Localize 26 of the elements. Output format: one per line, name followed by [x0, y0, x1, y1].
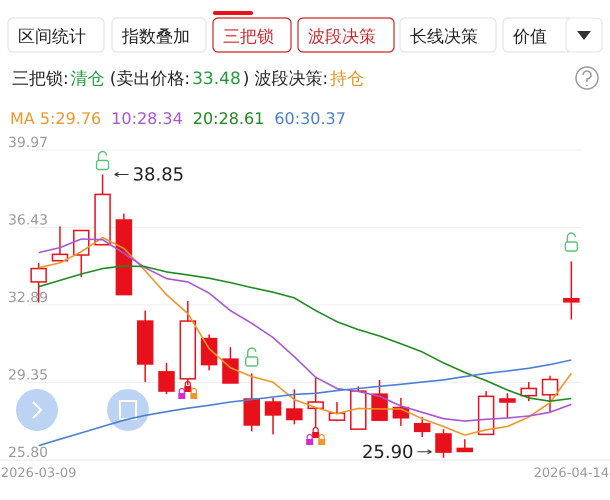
text: 33.48: [192, 69, 241, 89]
annotation: 38.85: [132, 164, 184, 186]
text: 指数叠加: [121, 27, 190, 47]
y-tick-label: 25.80: [8, 445, 48, 461]
text: 波段决策:: [254, 69, 328, 89]
text: 长线决策: [410, 27, 478, 47]
text: 20:28.61: [192, 109, 264, 128]
y-tick-label: 29.35: [8, 367, 48, 384]
text: 区间统计: [18, 27, 86, 47]
text: (卖出价格:: [110, 69, 190, 89]
text: 三把锁:: [12, 69, 69, 89]
text: 价值: [512, 27, 547, 47]
annotation: 25.90: [362, 442, 414, 463]
y-tick-label: 36.43: [8, 212, 48, 228]
text: 5:29.76: [40, 109, 102, 128]
x-tick-label: 2026-04-14: [534, 466, 610, 481]
text: ): [242, 69, 250, 89]
text: 60:30.37: [274, 109, 346, 128]
text: 持仓: [330, 69, 364, 89]
y-tick-label: 39.97: [8, 135, 48, 151]
legend-title: MA: [10, 109, 40, 128]
x-tick-label: 2026-03-09: [0, 466, 76, 481]
text: 10:28.34: [111, 109, 183, 128]
text: 清仓: [70, 69, 105, 89]
text: 波段决策: [308, 27, 376, 47]
text: 三把锁: [223, 27, 274, 47]
